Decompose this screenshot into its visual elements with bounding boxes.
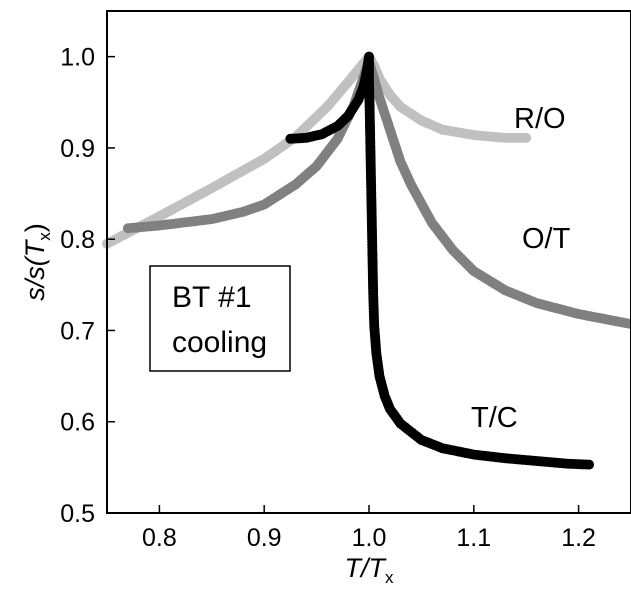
y-axis-title: s/s(Tx) (20, 223, 54, 301)
x-tick-label: 1.1 (456, 524, 491, 552)
series-label-o-t: O/T (522, 223, 571, 255)
y-tick-label: 0.5 (60, 500, 95, 528)
series-layer (102, 51, 631, 470)
y-tick-label: 0.9 (60, 135, 95, 163)
y-tick-label: 1.0 (60, 44, 95, 72)
x-tick-label: 1.0 (352, 524, 387, 552)
x-tick-label: 0.9 (247, 524, 282, 552)
annotation-line-2: cooling (172, 326, 267, 359)
annotation-box: BT #1 cooling (149, 265, 291, 372)
data-point (626, 319, 631, 330)
series-label-r-o: R/O (514, 103, 566, 135)
x-tick-label: 0.8 (142, 524, 177, 552)
annotation-line-1: BT #1 (172, 281, 252, 314)
tick-layer: 0.8 0.9 1.0 1.1 1.2 0.5 0.6 0.7 0.8 0.9 1.0 (60, 44, 596, 552)
data-point (584, 459, 595, 470)
y-tick-label: 0.7 (60, 317, 95, 345)
series-r-o (102, 51, 532, 249)
x-axis-title: T/Tx (345, 553, 395, 587)
data-point (521, 132, 532, 143)
x-tick-label: 1.2 (561, 524, 596, 552)
y-tick-label: 0.6 (60, 409, 95, 437)
series-label-t-c: T/C (471, 402, 518, 434)
series-t-c (285, 51, 595, 470)
y-tick-label: 0.8 (60, 226, 95, 254)
